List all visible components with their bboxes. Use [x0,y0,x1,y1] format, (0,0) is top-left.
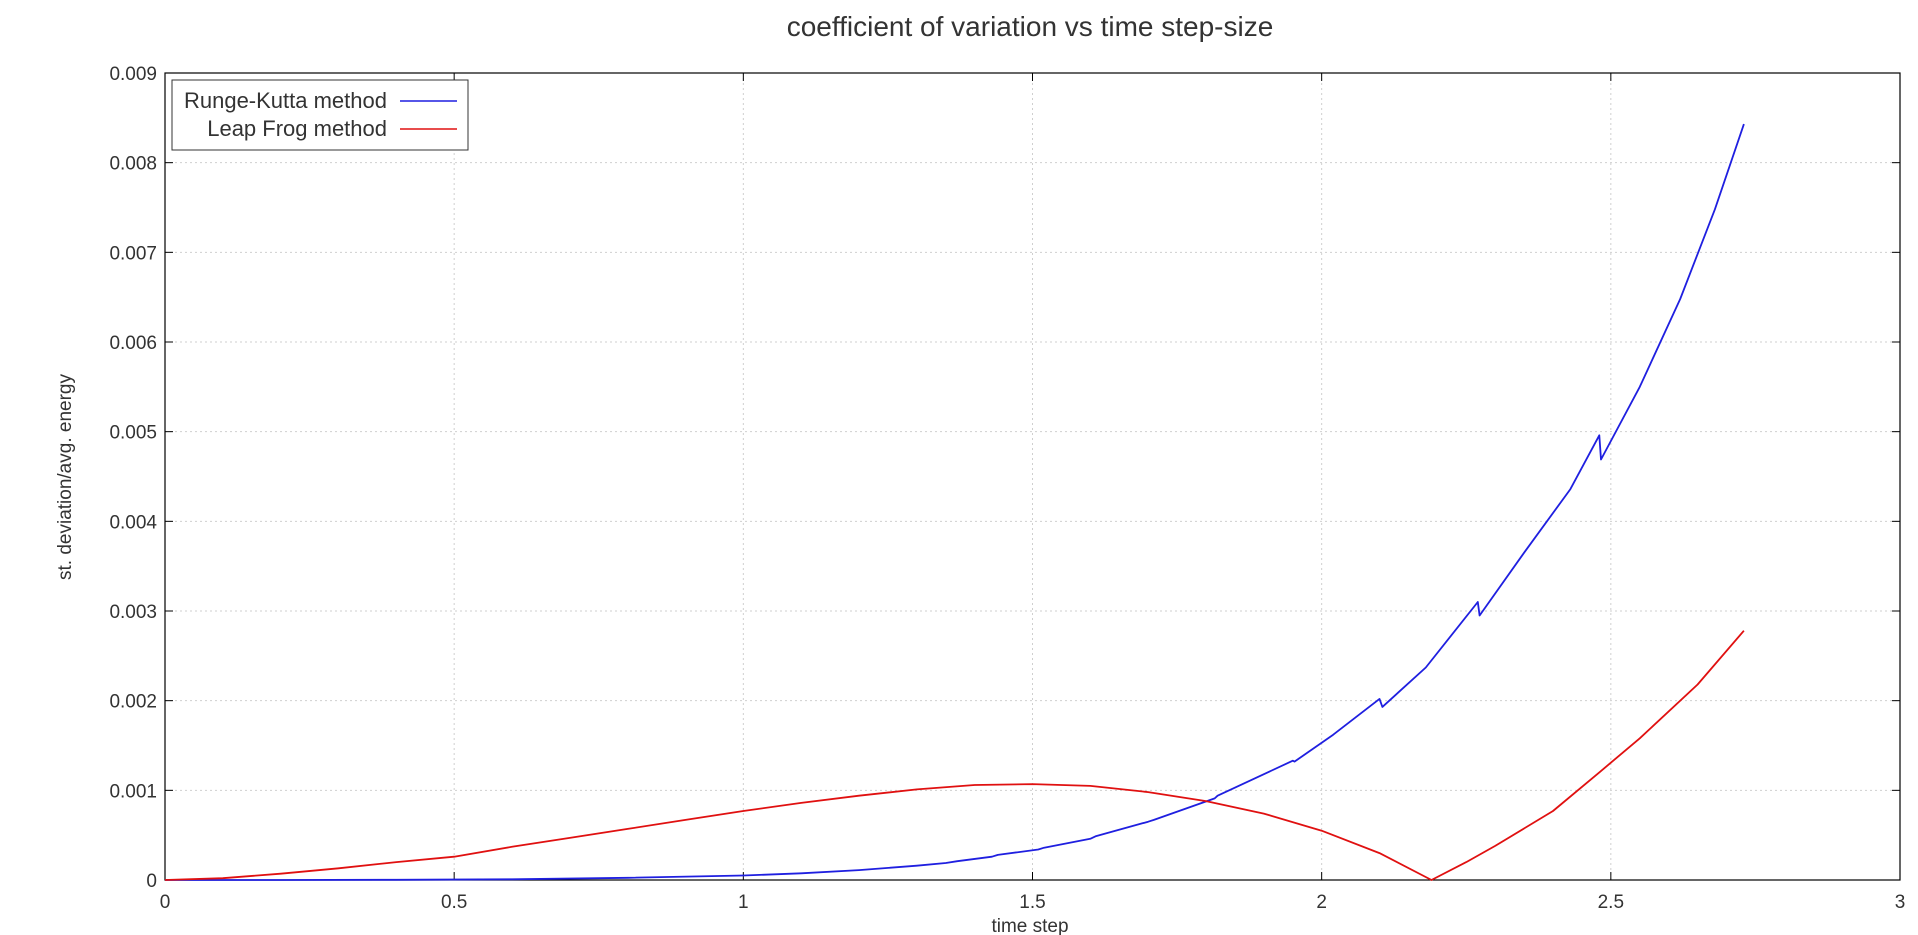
x-tick-label: 1.5 [1019,892,1045,913]
x-tick-label: 0 [160,892,171,913]
y-tick-label: 0.001 [109,781,157,802]
axis-ticks: 0 0.5 1 1.5 2 2.5 3 0 0.001 0.002 0.003 0.004 0.005 0… [109,64,1905,913]
x-tick-label: 2.5 [1598,892,1624,913]
y-tick-label: 0.006 [109,333,157,354]
x-tick-label: 2 [1316,892,1327,913]
grid [165,73,1900,880]
y-tick-label: 0.005 [109,423,157,444]
chart-title: coefficient of variation vs time step-si… [787,11,1274,42]
y-tick-label: 0.007 [109,243,157,264]
plot-frame [164,72,1901,881]
y-axis-label: st. deviation/avg. energy [55,374,76,580]
y-tick-label: 0.009 [109,64,157,85]
series-line-runge-kutta-method [165,123,1745,881]
y-tick-label: 0.003 [109,602,157,623]
y-tick-label: 0 [146,871,157,892]
x-tick-label: 1 [738,892,749,913]
x-axis-label: time step [991,916,1068,935]
legend: Runge-Kutta method Leap Frog method [171,79,469,151]
series-line-leap-frog-method [164,630,1745,881]
y-tick-label: 0.004 [109,512,157,533]
y-tick-label: 0.008 [109,154,157,175]
x-tick-label: 3 [1895,892,1906,913]
series-layer [164,123,1745,881]
legend-label-leap-frog: Leap Frog method [207,116,387,141]
y-tick-label: 0.002 [109,692,157,713]
legend-box [171,79,469,151]
x-tick-label: 0.5 [441,892,467,913]
legend-label-runge-kutta: Runge-Kutta method [184,88,387,113]
